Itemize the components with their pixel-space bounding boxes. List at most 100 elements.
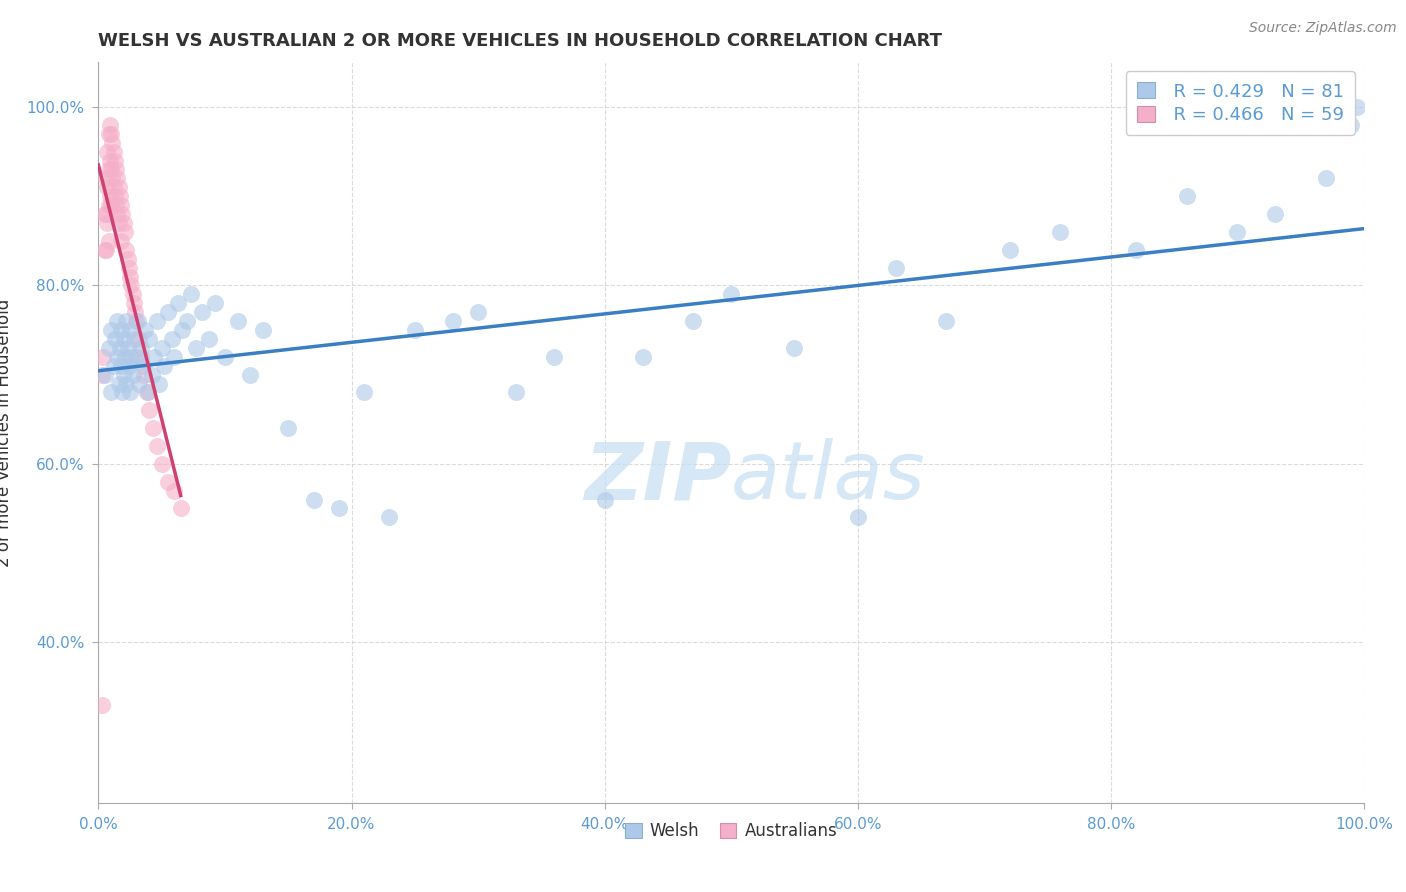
Point [131, 341, 153, 355]
Point [107, 207, 129, 221]
Point [124, 305, 146, 319]
Point [1315, 171, 1337, 186]
Point [100, 385, 122, 400]
Point [101, 136, 124, 150]
Point [107, 376, 129, 391]
Point [160, 332, 183, 346]
Point [114, 350, 136, 364]
Point [846, 510, 869, 524]
Point [136, 385, 159, 400]
Point [128, 332, 150, 346]
Point [117, 341, 139, 355]
Point [122, 296, 145, 310]
Point [97, 234, 120, 248]
Point [328, 501, 350, 516]
Point [720, 287, 742, 301]
Point [127, 314, 149, 328]
Point [115, 314, 138, 328]
Point [404, 323, 426, 337]
Point [110, 234, 132, 248]
Point [120, 385, 141, 400]
Point [353, 385, 375, 400]
Point [138, 332, 160, 346]
Point [153, 359, 176, 373]
Point [145, 314, 167, 328]
Point [1264, 207, 1286, 221]
Point [112, 216, 135, 230]
Point [884, 260, 907, 275]
Point [110, 323, 132, 337]
Point [115, 376, 138, 391]
Point [111, 207, 134, 221]
Point [157, 475, 180, 489]
Text: atlas: atlas [731, 438, 927, 516]
Point [94, 243, 117, 257]
Point [112, 332, 135, 346]
Point [108, 341, 131, 355]
Point [1175, 189, 1198, 203]
Point [176, 314, 198, 328]
Point [682, 314, 704, 328]
Point [105, 198, 128, 212]
Point [148, 376, 170, 391]
Point [117, 252, 139, 266]
Point [120, 323, 141, 337]
Point [163, 350, 186, 364]
Point [96, 216, 118, 230]
Point [125, 314, 148, 328]
Point [96, 145, 118, 159]
Point [150, 341, 173, 355]
Point [98, 189, 121, 203]
Point [103, 180, 125, 194]
Point [93, 207, 117, 221]
Point [226, 314, 249, 328]
Point [935, 314, 957, 328]
Point [104, 153, 127, 168]
Point [107, 314, 129, 328]
Point [93, 243, 117, 257]
Point [94, 171, 117, 186]
Point [97, 341, 120, 355]
Legend: Welsh, Australians: Welsh, Australians [614, 812, 848, 850]
Point [169, 501, 191, 516]
Point [107, 180, 129, 194]
Point [783, 341, 806, 355]
Point [157, 305, 180, 319]
Point [104, 332, 127, 346]
Point [1049, 225, 1071, 239]
Point [277, 421, 299, 435]
Point [110, 198, 132, 212]
Point [118, 359, 141, 373]
Point [467, 305, 489, 319]
Point [93, 368, 117, 382]
Point [120, 269, 141, 284]
Point [1125, 243, 1147, 257]
Point [302, 492, 325, 507]
Point [180, 287, 202, 301]
Point [191, 305, 214, 319]
Text: Source: ZipAtlas.com: Source: ZipAtlas.com [1249, 21, 1396, 36]
Point [91, 368, 114, 382]
Point [122, 332, 145, 346]
Point [143, 350, 166, 364]
Point [378, 510, 401, 524]
Point [184, 341, 207, 355]
Point [132, 359, 155, 373]
Point [998, 243, 1021, 257]
Point [167, 296, 190, 310]
Point [97, 198, 120, 212]
Y-axis label: 2 or more Vehicles in Household: 2 or more Vehicles in Household [0, 299, 13, 566]
Point [131, 350, 153, 364]
Point [441, 314, 464, 328]
Text: WELSH VS AUSTRALIAN 2 OR MORE VEHICLES IN HOUSEHOLD CORRELATION CHART: WELSH VS AUSTRALIAN 2 OR MORE VEHICLES I… [98, 32, 942, 50]
Point [100, 127, 122, 141]
Point [98, 118, 121, 132]
Point [100, 323, 122, 337]
Point [100, 162, 122, 177]
Point [1340, 118, 1362, 132]
Point [120, 278, 142, 293]
Point [132, 368, 155, 382]
Point [141, 368, 163, 382]
Point [1226, 225, 1249, 239]
Point [111, 385, 134, 400]
